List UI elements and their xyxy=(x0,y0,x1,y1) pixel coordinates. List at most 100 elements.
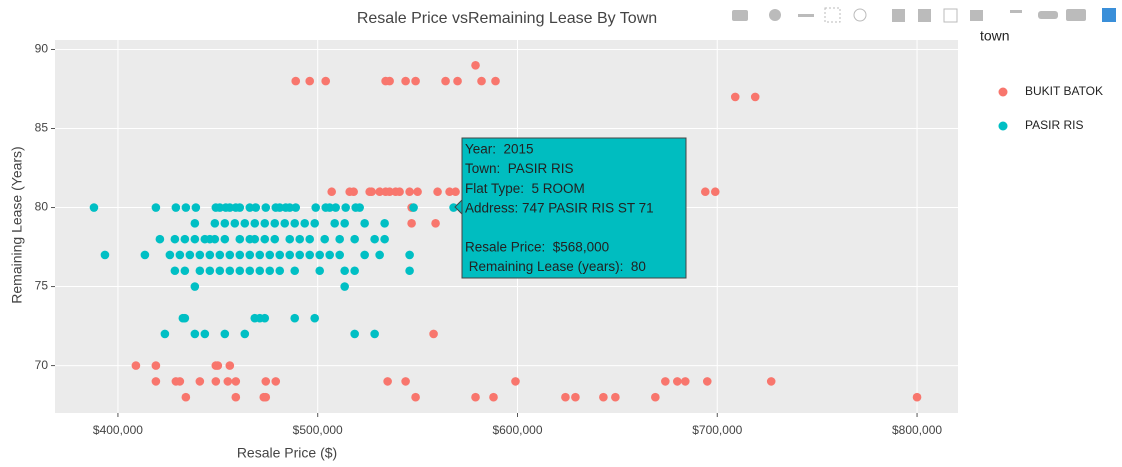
data-point xyxy=(471,60,480,70)
data-point xyxy=(661,377,670,386)
data-point xyxy=(251,203,261,212)
data-point xyxy=(912,392,922,402)
data-point xyxy=(195,250,205,260)
data-point xyxy=(100,250,110,260)
zoom-out-icon[interactable] xyxy=(918,9,931,22)
data-point xyxy=(245,203,255,212)
data-point xyxy=(270,234,280,244)
plotly-logo[interactable] xyxy=(1102,8,1116,22)
data-point xyxy=(175,250,185,260)
data-point xyxy=(215,250,225,260)
data-point xyxy=(225,250,235,260)
data-point xyxy=(285,250,295,260)
data-point xyxy=(441,76,450,86)
legend-marker xyxy=(998,87,1008,97)
data-point xyxy=(170,234,180,244)
data-point xyxy=(360,219,369,228)
x-tick-label: $600,000 xyxy=(492,423,542,437)
home-icon[interactable] xyxy=(970,10,983,21)
chart-title: Resale Price vsRemaining Lease By Town xyxy=(357,10,657,27)
data-point xyxy=(260,219,270,228)
data-point xyxy=(255,266,265,276)
autoscale-icon[interactable] xyxy=(943,8,958,23)
pan-icon[interactable] xyxy=(798,14,814,17)
data-point xyxy=(245,250,255,260)
legend-label: PASIR RIS xyxy=(1025,118,1083,132)
data-point xyxy=(223,377,233,386)
data-point xyxy=(341,203,350,212)
data-point xyxy=(611,392,620,402)
hover-closest-icon[interactable] xyxy=(1038,11,1058,19)
data-point xyxy=(491,76,500,86)
data-point xyxy=(285,234,295,244)
y-tick-label: 85 xyxy=(35,121,49,135)
data-point xyxy=(295,250,305,260)
data-point xyxy=(180,313,190,323)
data-point xyxy=(766,377,776,386)
lasso-icon[interactable] xyxy=(853,8,867,22)
data-point xyxy=(445,187,454,197)
data-point xyxy=(511,377,520,386)
y-axis-title: Remaining Lease (Years) xyxy=(9,146,25,303)
data-point xyxy=(181,203,191,212)
toolbar[interactable] xyxy=(732,7,1116,23)
data-point xyxy=(413,187,422,197)
camera-icon[interactable] xyxy=(732,10,748,21)
data-point xyxy=(453,76,462,86)
data-point xyxy=(750,92,760,102)
data-point xyxy=(561,392,570,402)
data-point xyxy=(191,203,201,212)
data-point xyxy=(383,377,392,386)
data-point xyxy=(431,219,440,228)
data-point xyxy=(375,250,384,260)
x-axis-title: Resale Price ($) xyxy=(237,445,337,461)
spike-icon[interactable] xyxy=(1010,10,1022,13)
data-point xyxy=(280,219,290,228)
data-point xyxy=(225,203,235,212)
data-point xyxy=(180,266,190,276)
tooltip-line: Flat Type: 5 ROOM xyxy=(465,181,585,196)
data-point xyxy=(225,361,235,370)
data-point xyxy=(151,203,161,212)
data-point xyxy=(349,187,358,197)
data-point xyxy=(195,377,205,386)
data-point xyxy=(215,266,225,276)
hover-compare-icon[interactable] xyxy=(1066,9,1086,21)
data-point xyxy=(370,234,379,244)
data-point xyxy=(310,313,320,323)
data-point xyxy=(385,76,394,86)
zoom-icon[interactable] xyxy=(769,9,781,21)
data-point xyxy=(330,219,339,228)
y-tick-label: 90 xyxy=(35,42,49,56)
data-point xyxy=(220,219,230,228)
data-point xyxy=(311,203,321,212)
data-point xyxy=(355,203,364,212)
data-point xyxy=(171,203,181,212)
data-point xyxy=(433,187,442,197)
data-point xyxy=(730,92,740,102)
data-point xyxy=(205,250,215,260)
y-tick-label: 80 xyxy=(35,200,49,214)
select-icon[interactable] xyxy=(824,7,841,23)
data-point xyxy=(340,219,349,228)
zoom-in-icon[interactable] xyxy=(892,9,905,22)
data-point xyxy=(310,219,320,228)
data-point xyxy=(190,219,200,228)
data-point xyxy=(300,219,310,228)
data-point xyxy=(250,219,260,228)
data-point xyxy=(225,266,235,276)
tooltip-line: Remaining Lease (years): 80 xyxy=(465,259,646,274)
data-point xyxy=(291,76,301,86)
data-point xyxy=(160,329,170,339)
data-point xyxy=(380,219,389,228)
tooltip-arrow xyxy=(454,198,463,216)
data-point xyxy=(370,329,379,339)
data-point xyxy=(367,187,376,197)
data-point xyxy=(395,187,404,197)
data-point xyxy=(449,203,458,212)
x-tick-label: $500,000 xyxy=(293,423,343,437)
data-point xyxy=(213,361,223,370)
data-point xyxy=(305,250,315,260)
data-point xyxy=(405,250,414,260)
